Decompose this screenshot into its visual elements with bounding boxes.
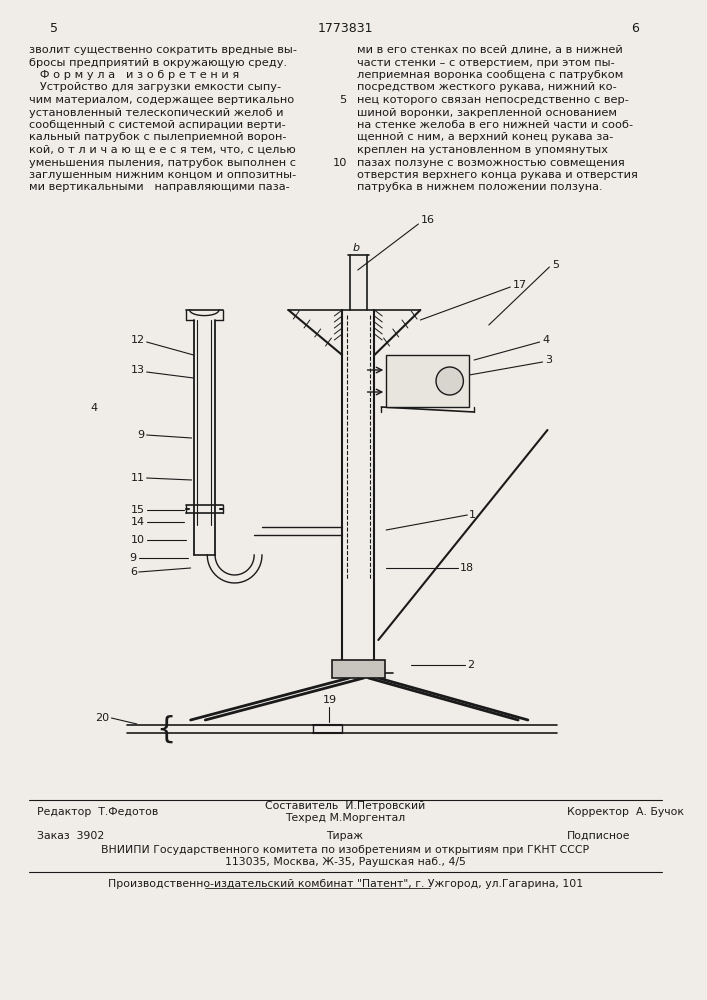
Text: Ф о р м у л а   и з о б р е т е н и я: Ф о р м у л а и з о б р е т е н и я [29,70,240,80]
Text: 12: 12 [131,335,145,345]
Text: кальный патрубок с пылеприемной ворон-: кальный патрубок с пылеприемной ворон- [29,132,287,142]
Text: 5: 5 [339,95,346,105]
Text: 17: 17 [513,280,527,290]
Text: 6: 6 [631,21,639,34]
Text: Тираж: Тираж [327,831,363,841]
Text: 16: 16 [421,215,434,225]
Text: установленный телескопический желоб и: установленный телескопический желоб и [29,107,284,117]
Text: Составитель  И.Петровский: Составитель И.Петровский [265,801,425,811]
Text: 6: 6 [130,567,137,577]
Text: Корректор  А. Бучок: Корректор А. Бучок [567,807,684,817]
Text: на стенке желоба в его нижней части и сооб-: на стенке желоба в его нижней части и со… [357,120,633,130]
Text: 1: 1 [469,510,477,520]
Text: 15: 15 [131,505,145,515]
Text: 20: 20 [95,713,110,723]
Text: Редактор  Т.Федотов: Редактор Т.Федотов [37,807,158,817]
Text: 5: 5 [552,260,559,270]
Text: чим материалом, содержащее вертикально: чим материалом, содержащее вертикально [29,95,295,105]
Text: бросы предприятий в окружающую среду.: бросы предприятий в окружающую среду. [29,57,288,68]
Text: зволит существенно сократить вредные вы-: зволит существенно сократить вредные вы- [29,45,298,55]
Text: 2: 2 [467,660,474,670]
Text: Д: Д [445,376,454,386]
Text: посредством жесткого рукава, нижний ко-: посредством жесткого рукава, нижний ко- [357,83,617,93]
Text: 10: 10 [131,535,145,545]
Text: заглушенным нижним концом и оппозитны-: заглушенным нижним концом и оппозитны- [29,170,296,180]
Text: 5: 5 [49,21,58,34]
Text: части стенки – с отверстием, при этом пы-: части стенки – с отверстием, при этом пы… [357,57,614,68]
Text: 1773831: 1773831 [317,21,373,34]
Polygon shape [386,355,469,407]
Text: 9: 9 [130,553,137,563]
Text: 19: 19 [322,695,337,705]
Text: 14: 14 [131,517,145,527]
Text: Техред М.Моргентал: Техред М.Моргентал [285,813,405,823]
Text: 11: 11 [131,473,145,483]
Text: 9: 9 [138,430,145,440]
Text: нец которого связан непосредственно с вер-: нец которого связан непосредственно с ве… [357,95,629,105]
Text: Устройство для загрузки емкости сыпу-: Устройство для загрузки емкости сыпу- [29,83,281,93]
Text: 4: 4 [542,335,550,345]
Text: b: b [352,243,359,253]
Text: 10: 10 [333,157,347,167]
Text: сообщенный с системой аспирации верти-: сообщенный с системой аспирации верти- [29,120,286,130]
Text: отверстия верхнего конца рукава и отверстия: отверстия верхнего конца рукава и отверс… [357,170,638,180]
Text: пазах ползуне с возможностью совмещения: пазах ползуне с возможностью совмещения [357,157,624,167]
Text: креплен на установленном в упомянутых: креплен на установленном в упомянутых [357,145,608,155]
Text: шиной воронки, закрепленной основанием: шиной воронки, закрепленной основанием [357,107,617,117]
Text: {: { [156,714,176,744]
Text: 4: 4 [90,403,98,413]
Text: леприемная воронка сообщена с патрубком: леприемная воронка сообщена с патрубком [357,70,623,80]
Text: 113035, Москва, Ж-35, Раушская наб., 4/5: 113035, Москва, Ж-35, Раушская наб., 4/5 [225,857,465,867]
Text: Подписное: Подписное [567,831,631,841]
Text: уменьшения пыления, патрубок выполнен с: уменьшения пыления, патрубок выполнен с [29,157,296,167]
Text: кой, о т л и ч а ю щ е е с я тем, что, с целью: кой, о т л и ч а ю щ е е с я тем, что, с… [29,145,296,155]
Text: ми вертикальными   направляющими паза-: ми вертикальными направляющими паза- [29,182,290,192]
Text: Производственно-издательский комбинат "Патент", г. Ужгород, ул.Гагарина, 101: Производственно-издательский комбинат "П… [107,879,583,889]
Circle shape [436,367,463,395]
Text: Заказ  3902: Заказ 3902 [37,831,105,841]
Text: патрубка в нижнем положении ползуна.: патрубка в нижнем положении ползуна. [357,182,602,192]
Text: 3: 3 [546,355,552,365]
Text: щенной с ним, а верхний конец рукава за-: щенной с ним, а верхний конец рукава за- [357,132,613,142]
Text: ВНИИПИ Государственного комитета по изобретениям и открытиям при ГКНТ СССР: ВНИИПИ Государственного комитета по изоб… [101,845,589,855]
Text: 13: 13 [131,365,145,375]
Polygon shape [332,660,385,678]
Text: ми в его стенках по всей длине, а в нижней: ми в его стенках по всей длине, а в нижн… [357,45,623,55]
Text: 18: 18 [460,563,474,573]
